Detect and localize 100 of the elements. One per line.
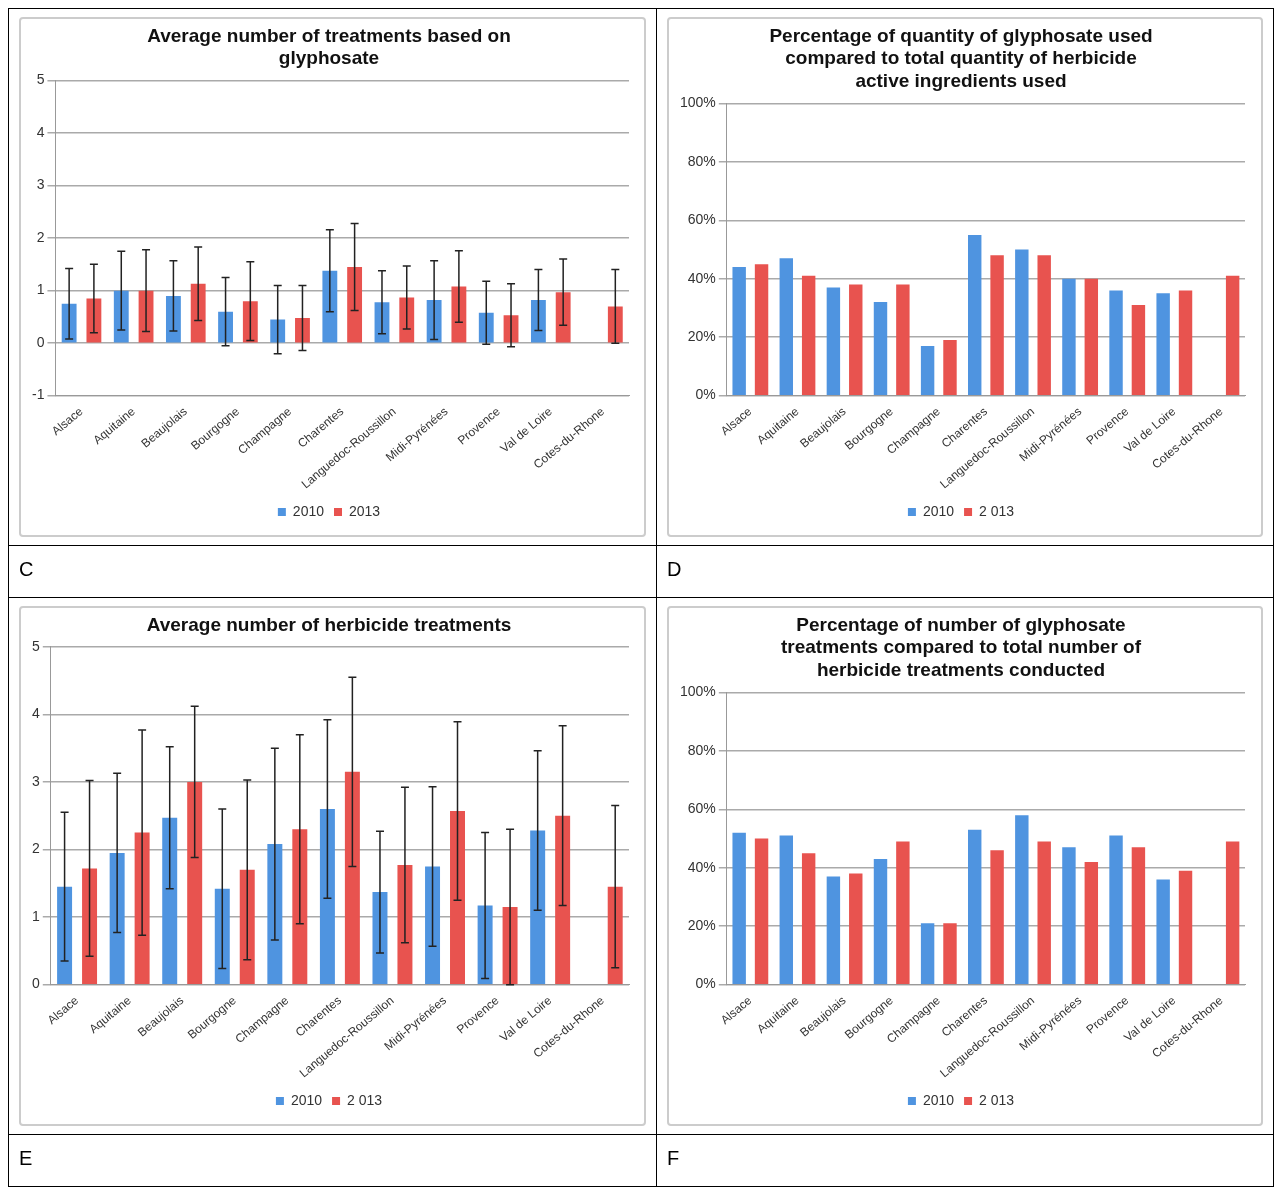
y-tick-label: 3 [31, 772, 40, 789]
bar [607, 306, 623, 343]
bar [372, 892, 388, 984]
bar [1062, 847, 1076, 984]
text: C [9, 545, 656, 597]
bar [1225, 841, 1240, 984]
bar [896, 841, 910, 984]
bar [134, 832, 150, 984]
text: D [657, 545, 1273, 597]
bar [1084, 278, 1099, 395]
chart-title: Percentage of quantity of glyphosate used compared to total quantity of herbicide active ingredients used [769, 24, 1153, 92]
y-tick-label: 5 [31, 637, 40, 654]
y-tick-label: 100% [679, 683, 716, 700]
bar [943, 340, 957, 395]
bar [113, 290, 129, 343]
bar [242, 301, 258, 343]
y-tick-label: 2 [31, 840, 40, 857]
y-tick-label: 100% [679, 94, 716, 111]
y-tick-label: 2 [36, 228, 45, 245]
bar [801, 853, 816, 984]
bar [270, 319, 286, 343]
bar [218, 311, 233, 343]
chart-title: Average number of herbicide treatments [146, 613, 512, 635]
bar [530, 830, 546, 984]
bar [801, 275, 816, 395]
bar [295, 317, 310, 343]
y-tick-label: 60% [687, 800, 716, 817]
bar [754, 838, 769, 984]
bar [397, 865, 413, 984]
y-tick-label: 4 [36, 123, 45, 140]
bar [968, 234, 982, 395]
chart-title: Average number of treatments based on glyphosate [147, 24, 511, 69]
y-tick-label: 1 [31, 907, 40, 924]
bar [555, 815, 571, 984]
y-tick-label: 60% [687, 211, 716, 228]
bar [849, 873, 863, 984]
bar [322, 270, 338, 343]
text: E [9, 1134, 656, 1186]
legend-label: 2010 [292, 502, 325, 519]
bar [451, 286, 467, 343]
bar [109, 852, 125, 984]
y-tick-label: 40% [687, 858, 716, 875]
bar [943, 923, 957, 984]
bar [190, 283, 206, 343]
bar [732, 267, 746, 395]
bar [214, 888, 230, 984]
bar [779, 258, 793, 395]
bar [425, 866, 441, 984]
bar [1156, 293, 1170, 395]
y-tick-label: -1 [32, 386, 45, 403]
bar [849, 284, 863, 395]
bar [779, 835, 793, 984]
bar [968, 829, 982, 984]
y-tick-label: 5 [36, 71, 45, 88]
bar [1084, 861, 1099, 984]
bar [1131, 847, 1146, 984]
legend-label: 2010 [922, 502, 955, 519]
bar [1015, 815, 1029, 984]
chart-title: Percentage of number of glyphosate treatments compared to total number of herbicide treatments conducted [781, 613, 1142, 681]
bar [1225, 275, 1240, 395]
bar [754, 264, 769, 395]
bar [530, 300, 546, 343]
bar [1156, 879, 1170, 984]
bar [990, 850, 1004, 984]
bar [1062, 278, 1076, 395]
bar [478, 312, 494, 343]
bar [826, 876, 841, 984]
bar [826, 287, 841, 395]
y-tick-label: 40% [687, 269, 716, 286]
bar [920, 923, 935, 984]
y-tick-label: 1 [36, 281, 45, 298]
bar [873, 858, 888, 984]
bar [347, 267, 363, 343]
bar [344, 771, 360, 984]
legend-label: 2013 [349, 502, 381, 519]
legend-label: 2 013 [347, 1091, 383, 1108]
bar [1015, 249, 1029, 395]
legend-label: 2 013 [979, 502, 1015, 519]
bar [57, 886, 73, 984]
bar [162, 817, 178, 984]
bar [732, 832, 746, 984]
bar [292, 829, 308, 984]
bar [399, 297, 415, 343]
y-tick-label: 20% [687, 328, 716, 345]
y-tick-label: 20% [687, 917, 716, 934]
bar [1109, 835, 1123, 984]
bar [896, 284, 910, 395]
bar [1131, 305, 1146, 395]
y-tick-label: 0 [36, 333, 45, 350]
y-tick-label: 3 [36, 176, 45, 193]
y-tick-label: 0% [695, 386, 716, 403]
y-tick-label: 80% [687, 741, 716, 758]
legend-label: 2 013 [979, 1091, 1015, 1108]
legend-label: 2010 [922, 1091, 955, 1108]
text: F [657, 1134, 1273, 1186]
bar [1037, 255, 1051, 395]
bar [165, 295, 181, 343]
bar [1178, 870, 1193, 984]
bar [920, 345, 935, 395]
bar [187, 781, 203, 984]
